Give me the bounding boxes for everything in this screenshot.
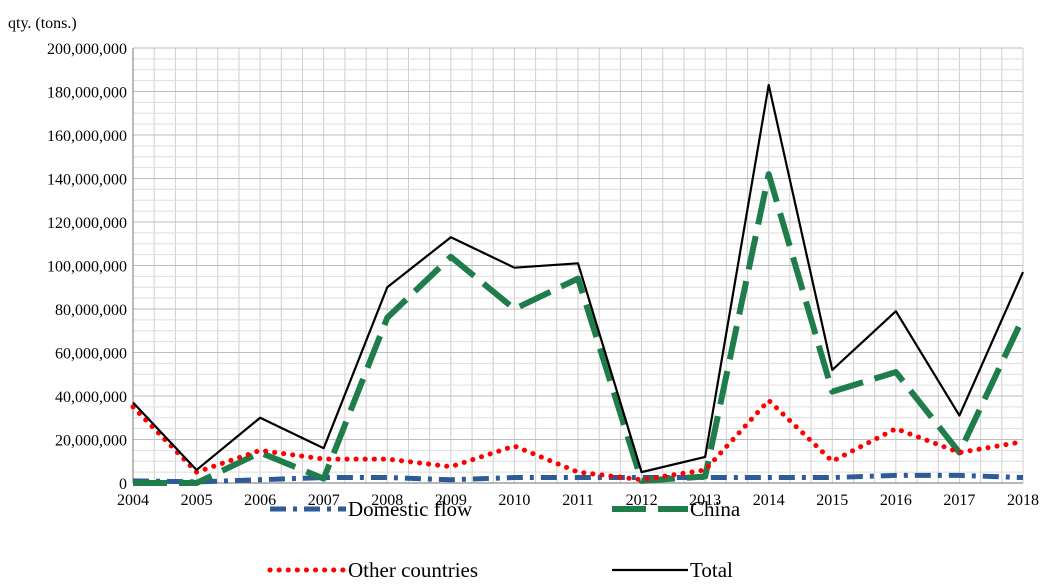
legend-label: Domestic flow	[348, 497, 473, 521]
x-tick-label: 2014	[753, 492, 785, 509]
x-tick-label: 2015	[816, 492, 848, 509]
x-tick-label: 2011	[562, 492, 593, 509]
x-tick-label: 2018	[1007, 492, 1039, 509]
x-tick-label: 2013	[689, 492, 721, 509]
grid-lines	[132, 47, 1024, 484]
y-axis-unit-label: qty. (tons.)	[8, 15, 77, 32]
series-line-other-countries	[130, 397, 1026, 483]
y-tick-label: 80,000,000	[55, 302, 127, 319]
y-tick-label: 60,000,000	[55, 346, 127, 363]
y-tick-label: 20,000,000	[55, 433, 127, 450]
x-tick-label: 2016	[880, 492, 912, 509]
y-tick-label: 140,000,000	[47, 172, 127, 189]
x-tick-label: 2007	[308, 492, 340, 509]
y-tick-label: 100,000,000	[47, 259, 127, 276]
legend: Domestic flow China Other countries Total	[267, 497, 741, 582]
y-tick-labels: 0 20,000,000 40,000,000 60,000,000 80,000,00…	[47, 41, 127, 493]
x-tick-label: 2010	[498, 492, 530, 509]
x-tick-label: 2004	[117, 492, 149, 509]
y-tick-label: 40,000,000	[55, 389, 127, 406]
y-tick-label: 120,000,000	[47, 215, 127, 232]
series-lines	[130, 83, 1026, 486]
x-tick-label: 2012	[626, 492, 658, 509]
legend-label: Total	[690, 558, 733, 582]
legend-label: China	[690, 497, 741, 521]
y-tick-label: 0	[119, 476, 127, 493]
legend-label: Other countries	[348, 558, 478, 582]
x-tick-label: 2008	[371, 492, 403, 509]
y-tick-label: 160,000,000	[47, 128, 127, 145]
x-tick-label: 2017	[943, 492, 975, 509]
x-tick-label: 2005	[181, 492, 213, 509]
x-tick-label: 2009	[435, 492, 467, 509]
y-tick-label: 200,000,000	[47, 41, 127, 58]
x-tick-labels: 2004 2005 2006 2007 2008 2009 2010 2011 2012 2013…	[117, 492, 1039, 509]
x-tick-label: 2006	[244, 492, 276, 509]
axes	[132, 48, 1023, 484]
y-tick-label: 180,000,000	[47, 85, 127, 102]
